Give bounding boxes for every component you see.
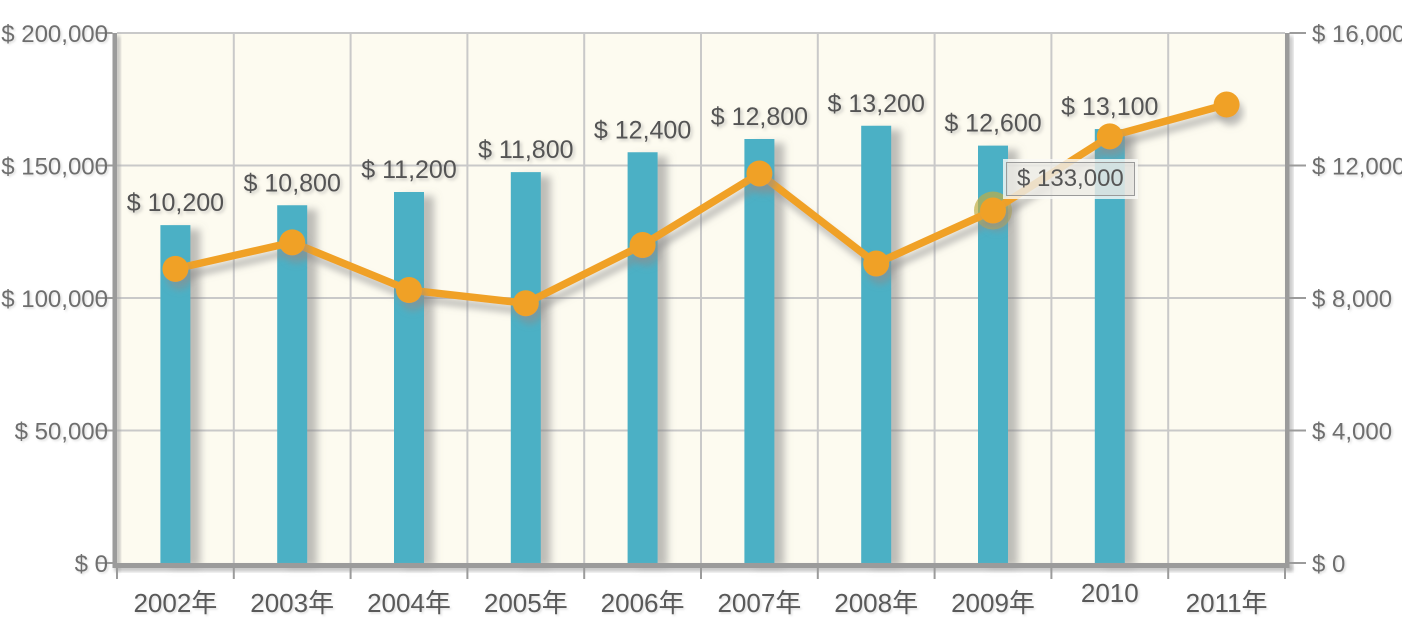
right-axis-line bbox=[1285, 33, 1290, 568]
line-marker-2010[interactable] bbox=[1096, 123, 1123, 150]
bar-data-label: $ 12,800 bbox=[711, 103, 808, 131]
bar-2008年[interactable] bbox=[861, 125, 892, 563]
line-marker-2009年[interactable] bbox=[980, 197, 1006, 224]
bar-data-label: $ 13,100 bbox=[1061, 93, 1158, 121]
right-axis-tick-label: $ 4,000 bbox=[1312, 419, 1392, 446]
bar-2004年[interactable] bbox=[394, 192, 424, 563]
line-marker-2008年[interactable] bbox=[863, 250, 890, 277]
left-axis-tick-label: $ 50,000 bbox=[15, 419, 108, 446]
bar-data-label: $ 10,800 bbox=[244, 169, 341, 197]
left-axis-tick-label: $ 0 bbox=[75, 551, 108, 578]
left-axis-tick-label: $ 100,000 bbox=[1, 286, 108, 313]
tooltip: $ 133,000 bbox=[1003, 158, 1138, 199]
line-marker-2006年[interactable] bbox=[629, 232, 656, 258]
line-marker-2011年[interactable] bbox=[1213, 91, 1240, 118]
line-marker-2007年[interactable] bbox=[746, 160, 773, 187]
x-axis-label-2008年: 2008年 bbox=[834, 588, 918, 618]
right-axis-tick-label: $ 16,000 bbox=[1312, 21, 1402, 48]
line-marker-2005年[interactable] bbox=[512, 290, 539, 317]
left-axis-tick-label: $ 150,000 bbox=[1, 154, 108, 181]
left-axis-line bbox=[112, 33, 117, 568]
x-axis-label-2011年: 2011年 bbox=[1186, 588, 1268, 618]
x-axis-label-2009年: 2009年 bbox=[951, 588, 1035, 618]
x-axis-label-2003年: 2003年 bbox=[250, 588, 334, 618]
bar-2010[interactable] bbox=[1094, 129, 1125, 563]
x-axis-label-2004年: 2004年 bbox=[367, 588, 451, 618]
right-axis-tick-label: $ 0 bbox=[1312, 551, 1345, 578]
line-marker-2002年[interactable] bbox=[162, 255, 189, 282]
bar-data-label: $ 13,200 bbox=[828, 90, 925, 118]
left-axis-tick-label: $ 200,000 bbox=[1, 21, 108, 48]
bar-data-label: $ 11,800 bbox=[478, 136, 573, 164]
right-axis-tick-label: $ 12,000 bbox=[1312, 154, 1402, 181]
x-axis-label-2010: 2010 bbox=[1081, 578, 1139, 608]
x-axis-label-2005年: 2005年 bbox=[484, 588, 568, 618]
bar-data-label: $ 10,200 bbox=[127, 189, 224, 217]
bar-data-label: $ 11,200 bbox=[361, 156, 456, 184]
right-axis-tick-label: $ 8,000 bbox=[1312, 286, 1392, 313]
bar-2003年[interactable] bbox=[277, 205, 308, 563]
line-marker-2003年[interactable] bbox=[279, 229, 306, 256]
bar-data-label: $ 12,400 bbox=[594, 116, 691, 144]
bar-2006年[interactable] bbox=[627, 152, 658, 563]
x-axis-label-2006年: 2006年 bbox=[601, 588, 685, 618]
bar-2007年[interactable] bbox=[744, 139, 775, 563]
bottom-axis-line bbox=[112, 563, 1290, 568]
bar-data-label: $ 12,600 bbox=[944, 110, 1041, 138]
x-axis-label-2002年: 2002年 bbox=[133, 588, 217, 618]
x-axis-label-2007年: 2007年 bbox=[717, 588, 801, 618]
bar-2005年[interactable] bbox=[510, 172, 541, 563]
line-marker-2004年[interactable] bbox=[396, 277, 422, 304]
